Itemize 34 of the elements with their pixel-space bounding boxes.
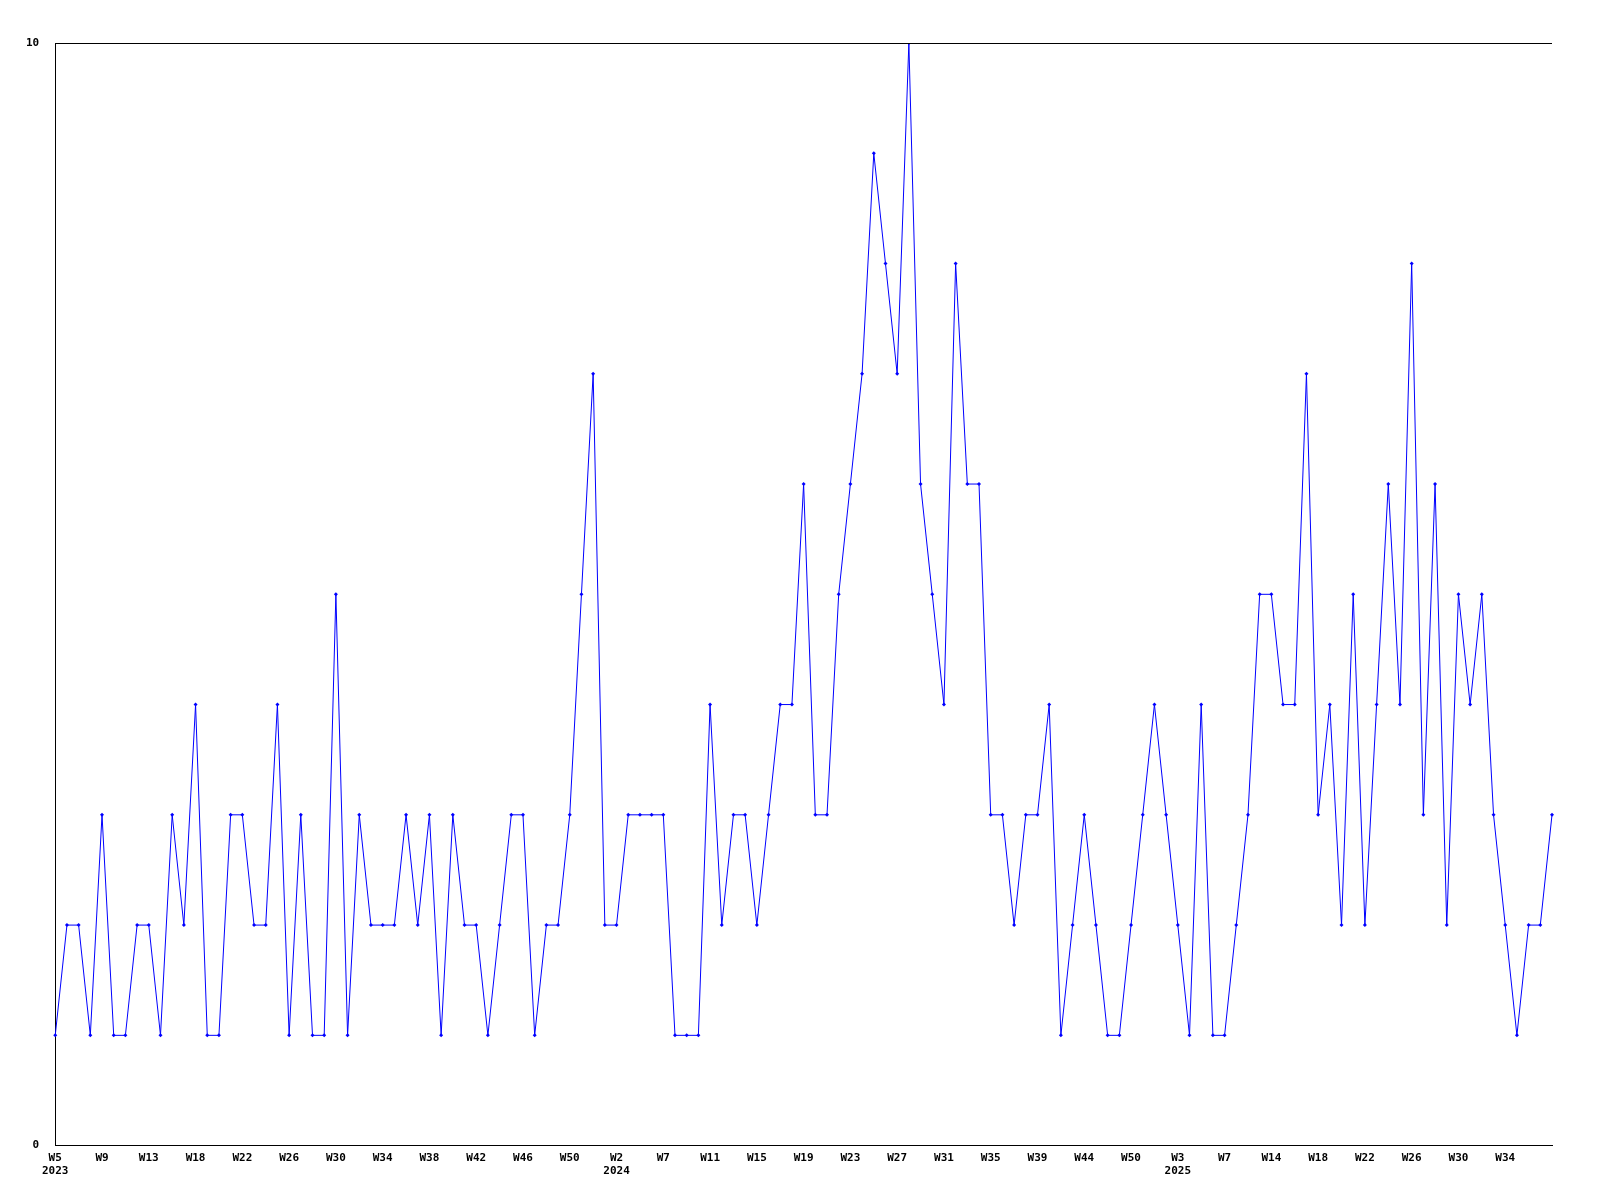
x-tick-label: W26 xyxy=(279,1151,300,1165)
x-tick-label: W22 xyxy=(1354,1151,1375,1165)
y-tick-label: 10 xyxy=(26,35,40,49)
x-tick-label: W22 xyxy=(232,1151,253,1165)
x-tick-label: W46 xyxy=(513,1151,534,1165)
x-tick-label: W50 xyxy=(1121,1151,1141,1165)
x-tick-label: W26 xyxy=(1401,1151,1422,1165)
x-tick-label: W50 xyxy=(559,1151,580,1165)
x-tick-label: W11 xyxy=(700,1151,721,1165)
x-tick-label: W34 xyxy=(1495,1151,1516,1165)
x-tick-label: W15 xyxy=(746,1151,767,1165)
x-tick-label: W30 xyxy=(1448,1151,1469,1165)
x-tick-label: W13 xyxy=(138,1151,159,1165)
x-tick-label: W34 xyxy=(372,1151,393,1165)
x-tick-label: W31 xyxy=(934,1151,955,1165)
x-tick-label: W42 xyxy=(466,1151,487,1165)
x-tick-label: W18 xyxy=(185,1151,206,1165)
x-tick-label: W3 2025 xyxy=(1164,1151,1192,1178)
x-tick-label: W18 xyxy=(1308,1151,1329,1165)
y-tick-label: 0 xyxy=(32,1138,40,1152)
x-tick-label: W7 xyxy=(1217,1151,1232,1165)
x-tick-label: W35 xyxy=(980,1151,1001,1165)
x-tick-label: W30 xyxy=(325,1151,346,1165)
x-tick-label: W9 xyxy=(95,1151,109,1165)
x-tick-label: W2 2024 xyxy=(603,1151,631,1178)
x-tick-label: W27 xyxy=(887,1151,908,1165)
x-tick-label: W23 xyxy=(840,1151,861,1165)
x-tick-label: W38 xyxy=(419,1151,440,1165)
x-tick-label: W39 xyxy=(1027,1151,1048,1165)
x-tick-label: W19 xyxy=(793,1151,814,1165)
x-tick-label: W44 xyxy=(1074,1151,1095,1165)
x-tick-label: W7 xyxy=(656,1151,670,1165)
x-tick-label: W5 2023 xyxy=(42,1151,69,1178)
x-tick-label: W14 xyxy=(1261,1151,1282,1165)
